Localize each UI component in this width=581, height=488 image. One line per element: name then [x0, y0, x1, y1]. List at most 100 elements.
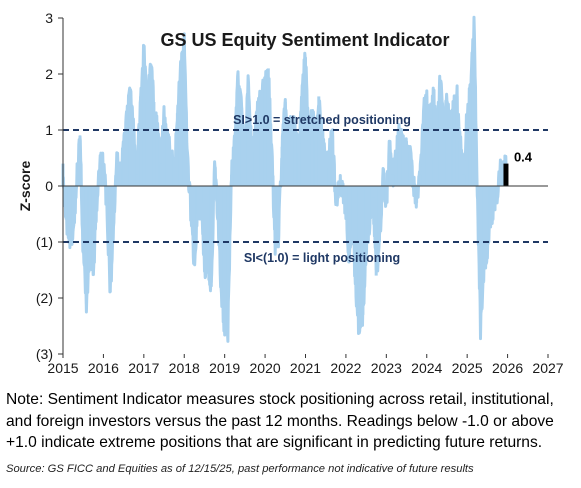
chart-svg: SI>1.0 = stretched positioning SI<(1.0) =…	[17, 10, 564, 376]
sentiment-bar	[266, 68, 270, 186]
sentiment-bar	[132, 135, 136, 186]
sentiment-bar	[84, 186, 88, 304]
sentiment-bar	[139, 96, 143, 186]
x-tick-label: 2017	[128, 360, 159, 376]
sentiment-bar	[98, 163, 102, 186]
sentiment-bar	[445, 102, 449, 186]
sentiment-bar	[135, 174, 139, 186]
y-tick-label: 1	[45, 122, 53, 138]
sentiment-bar	[391, 174, 395, 186]
plot-area	[61, 15, 508, 343]
sentiment-bar	[145, 102, 149, 186]
x-tick-label: 2018	[169, 360, 200, 376]
sentiment-bar	[68, 186, 72, 237]
sentiment-bar	[398, 130, 402, 186]
chart-note: Note: Sentiment Indicator measures stock…	[6, 391, 554, 451]
threshold-lines: SI>1.0 = stretched positioning SI<(1.0) =…	[63, 113, 548, 265]
sentiment-bar	[331, 135, 335, 186]
sentiment-bar	[203, 186, 206, 270]
sentiment-bar	[260, 96, 264, 186]
sentiment-bar	[418, 174, 422, 186]
sentiment-bar	[293, 135, 297, 186]
y-tick-label: 2	[45, 66, 53, 82]
sentiment-bar	[408, 152, 412, 186]
sentiment-bar	[122, 152, 126, 186]
sentiment-bar	[64, 186, 68, 220]
x-tick-label: 2025	[452, 360, 483, 376]
sentiment-bar	[78, 135, 82, 186]
sentiment-bar	[425, 96, 429, 186]
latest-value-label: 0.4	[514, 150, 533, 165]
y-tick-label: 0	[45, 178, 53, 194]
sentiment-bar	[394, 152, 398, 186]
y-axis-label: Z-score	[17, 161, 33, 212]
sentiment-bar	[317, 96, 321, 186]
sentiment-bar	[468, 90, 472, 186]
sentiment-bar	[401, 146, 405, 186]
sentiment-bar	[101, 163, 105, 186]
sentiment-bar	[129, 96, 132, 186]
sentiment-bar	[344, 186, 348, 209]
sentiment-bar	[219, 186, 223, 293]
sentiment-bar	[192, 186, 196, 265]
sentiment-bar	[196, 186, 200, 214]
y-tick-label: 3	[45, 10, 53, 26]
sentiment-bar	[165, 135, 169, 186]
sentiment-bar	[458, 141, 462, 186]
sentiment-bar	[422, 113, 425, 186]
sentiment-bar	[95, 186, 98, 203]
sentiment-bar	[357, 186, 361, 332]
sentiment-bar	[233, 141, 237, 186]
x-tick-label: 2019	[209, 360, 240, 376]
sentiment-bar	[428, 118, 432, 186]
sentiment-bar	[472, 29, 476, 187]
sentiment-bar	[276, 186, 280, 237]
sentiment-bar	[448, 130, 452, 186]
sentiment-bar	[334, 186, 338, 203]
chart: SI>1.0 = stretched positioning SI<(1.0) =…	[17, 10, 564, 376]
sentiment-bar	[496, 186, 499, 192]
sentiment-bar	[283, 102, 287, 186]
sentiment-bar	[310, 113, 314, 186]
sentiment-bar	[115, 163, 119, 186]
threshold-label: SI>1.0 = stretched positioning	[233, 113, 411, 127]
sentiment-bar	[347, 186, 351, 259]
sentiment-bar	[384, 186, 388, 203]
sentiment-bar	[175, 113, 179, 186]
sentiment-bar	[324, 169, 328, 186]
sentiment-bar	[415, 186, 419, 203]
sentiment-bar	[246, 85, 250, 186]
sentiment-bar	[378, 186, 381, 242]
sentiment-bar	[307, 135, 311, 186]
sentiment-bar	[155, 130, 159, 186]
sentiment-bar	[489, 186, 493, 220]
sentiment-bar	[189, 186, 193, 214]
sentiment-bar	[314, 141, 318, 186]
sentiment-bar	[364, 186, 368, 248]
sentiment-bar	[182, 46, 186, 186]
sentiment-bar	[381, 174, 385, 186]
sentiment-bar	[105, 186, 109, 203]
sentiment-bar	[442, 124, 446, 186]
sentiment-bar	[287, 141, 290, 186]
sentiment-bar	[142, 51, 146, 186]
sentiment-bar	[88, 186, 92, 242]
sentiment-bar	[280, 146, 284, 186]
x-tick-label: 2020	[250, 360, 281, 376]
sentiment-bar	[465, 113, 469, 186]
sentiment-bar	[199, 186, 203, 203]
sentiment-bar	[499, 169, 503, 186]
sentiment-bar	[91, 186, 95, 276]
sentiment-bar	[455, 96, 459, 186]
sentiment-bar	[112, 186, 115, 226]
sentiment-bar	[243, 158, 247, 186]
sentiment-bar	[492, 186, 496, 203]
sentiment-bar	[371, 186, 375, 198]
latest-value-group: 0.4	[503, 150, 533, 186]
x-tick-label: 2015	[47, 360, 78, 376]
chart-title: GS US Equity Sentiment Indicator	[160, 30, 449, 50]
x-tick-label: 2023	[371, 360, 402, 376]
sentiment-bar	[300, 85, 304, 186]
sentiment-bar	[361, 186, 365, 315]
sentiment-bar	[149, 68, 153, 186]
